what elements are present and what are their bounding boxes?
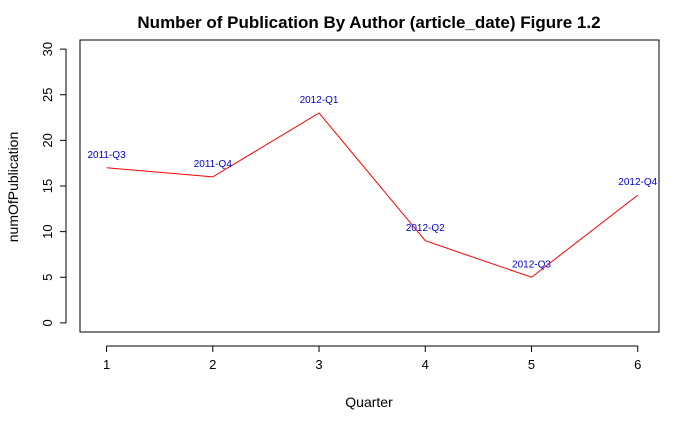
x-tick-label: 5: [528, 357, 535, 372]
y-axis: 0 5 10 15 20 25 30: [40, 42, 67, 326]
y-tick-label: 30: [40, 42, 55, 56]
y-axis-label: numOfPublication: [5, 132, 21, 243]
x-tick-label: 1: [103, 357, 110, 372]
chart-title: Number of Publication By Author (article…: [137, 13, 600, 32]
x-tick-label: 4: [422, 357, 429, 372]
point-label: 2012-Q3: [512, 259, 551, 270]
y-tick-label: 20: [40, 133, 55, 147]
point-label: 2011-Q4: [194, 159, 233, 170]
point-label: 2012-Q2: [406, 223, 445, 234]
x-tick-label: 6: [634, 357, 641, 372]
point-labels: 2011-Q3 2011-Q4 2012-Q1 2012-Q2 2012-Q3 2012-…: [87, 95, 657, 270]
series-line: [106, 112, 639, 278]
y-tick-label: 10: [40, 224, 55, 238]
plot-frame: [79, 39, 660, 333]
y-tick-label: 5: [40, 274, 55, 281]
x-tick-label: 3: [315, 357, 322, 372]
point-label: 2012-Q4: [618, 177, 657, 188]
x-axis-label: Quarter: [345, 394, 393, 410]
y-tick-label: 0: [40, 319, 55, 326]
x-tick-label: 2: [209, 357, 216, 372]
y-tick-label: 25: [40, 88, 55, 102]
point-label: 2012-Q1: [300, 95, 339, 106]
y-tick-label: 15: [40, 179, 55, 193]
point-label: 2011-Q3: [87, 150, 126, 161]
x-axis: 1 2 3 4 5 6: [103, 345, 641, 372]
